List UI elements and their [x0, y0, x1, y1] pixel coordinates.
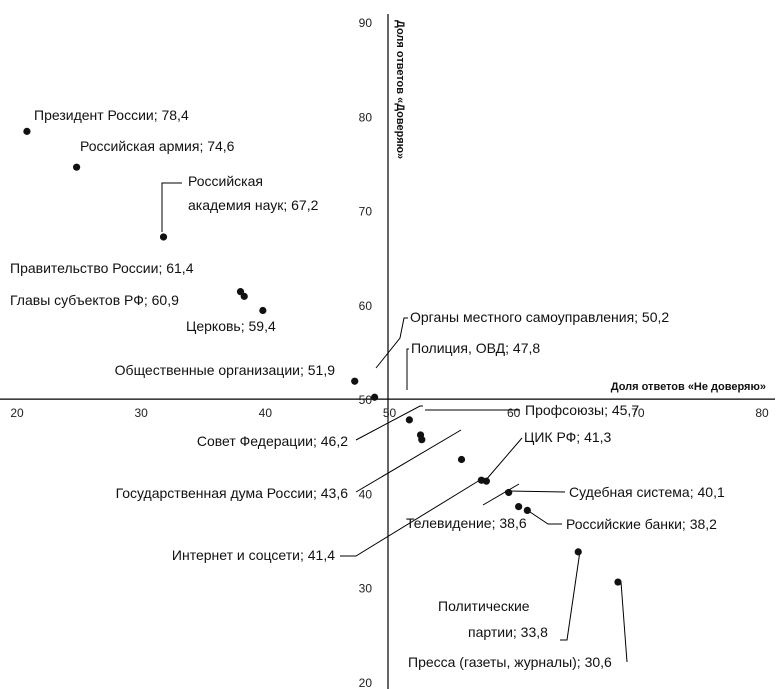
data-points	[23, 127, 622, 586]
x-tick-label: 50	[383, 406, 397, 420]
data-point	[159, 233, 168, 241]
data-point	[351, 377, 359, 385]
leader-line	[482, 483, 520, 506]
axes	[0, 14, 775, 689]
y-tick-labels: 20 30 40 50 60 70 80 90	[359, 16, 373, 689]
leader-line	[620, 581, 628, 663]
data-labels: Президент России; 78,4 Российская армия; …	[10, 107, 725, 670]
data-point	[574, 548, 582, 556]
data-label: Судебная система; 40,1	[569, 484, 725, 500]
data-point	[477, 476, 485, 484]
data-label-line2: партии; 33,8	[468, 624, 548, 640]
leader-line	[355, 405, 423, 441]
x-tick-label: 60	[507, 406, 521, 420]
data-point	[457, 455, 466, 464]
data-label: Политические	[438, 598, 530, 614]
leader-line	[504, 490, 566, 493]
data-label: Главы субъектов РФ; 60,9	[10, 292, 179, 308]
leader-line	[560, 550, 581, 641]
y-tick-label: 20	[359, 676, 373, 689]
data-point	[240, 292, 248, 300]
x-tick-labels: 20 30 40 50 60 70 80	[10, 406, 769, 420]
leader-line	[526, 509, 562, 525]
data-label: Государственная дума России; 43,6	[116, 485, 349, 501]
leader-line	[375, 317, 408, 369]
leader-line	[406, 348, 409, 390]
data-label: Правительство России; 61,4	[10, 260, 194, 276]
data-label: Российская	[188, 173, 263, 189]
data-point	[405, 416, 413, 424]
data-point	[259, 306, 267, 315]
y-tick-label: 80	[359, 110, 373, 124]
x-tick-label: 40	[259, 406, 273, 420]
data-label: Общественные организации; 51,9	[115, 362, 336, 378]
leader-line	[355, 429, 462, 493]
data-point	[515, 503, 523, 511]
x-tick-label: 80	[755, 406, 769, 420]
leader-lines	[161, 182, 628, 663]
data-label: Полиция, ОВД; 47,8	[411, 340, 540, 356]
leader-line	[484, 437, 523, 482]
leader-line	[340, 479, 481, 557]
data-point	[73, 163, 81, 171]
x-tick-label: 30	[134, 406, 148, 420]
data-label: Российские банки; 38,2	[566, 516, 717, 532]
data-label: Органы местного самоуправления; 50,2	[410, 309, 669, 325]
data-label: Президент России; 78,4	[34, 107, 189, 123]
y-tick-label: 60	[359, 299, 373, 313]
y-tick-label: 70	[359, 205, 373, 219]
data-label: Профсоюзы; 45,7	[525, 402, 639, 418]
y-axis-title: Доля ответов «Доверяю»	[394, 20, 406, 159]
data-point	[23, 127, 31, 135]
y-tick-label: 90	[359, 16, 373, 30]
y-tick-label: 50	[359, 393, 373, 407]
y-tick-label: 30	[359, 582, 373, 596]
data-label: Интернет и соцсети; 41,4	[172, 547, 335, 563]
data-label-line2: академия наук; 67,2	[188, 197, 319, 213]
data-label: ЦИК РФ; 41,3	[524, 429, 612, 445]
x-tick-label: 20	[10, 406, 24, 420]
data-label: Российская армия; 74,6	[80, 138, 235, 154]
x-tick-label: 70	[631, 406, 645, 420]
y-tick-label: 40	[359, 487, 373, 501]
data-label: Телевидение; 38,6	[406, 515, 527, 531]
data-label: Совет Федерации; 46,2	[197, 433, 348, 449]
data-point	[416, 431, 425, 439]
data-point	[505, 488, 513, 497]
x-axis-title: Доля ответов «Не доверяю»	[611, 381, 766, 393]
data-label: Церковь; 59,4	[186, 318, 276, 334]
data-point	[523, 506, 531, 514]
data-point	[614, 578, 622, 586]
data-point	[371, 393, 379, 401]
leader-line	[161, 182, 182, 232]
data-label: Пресса (газеты, журналы); 30,6	[408, 654, 612, 670]
